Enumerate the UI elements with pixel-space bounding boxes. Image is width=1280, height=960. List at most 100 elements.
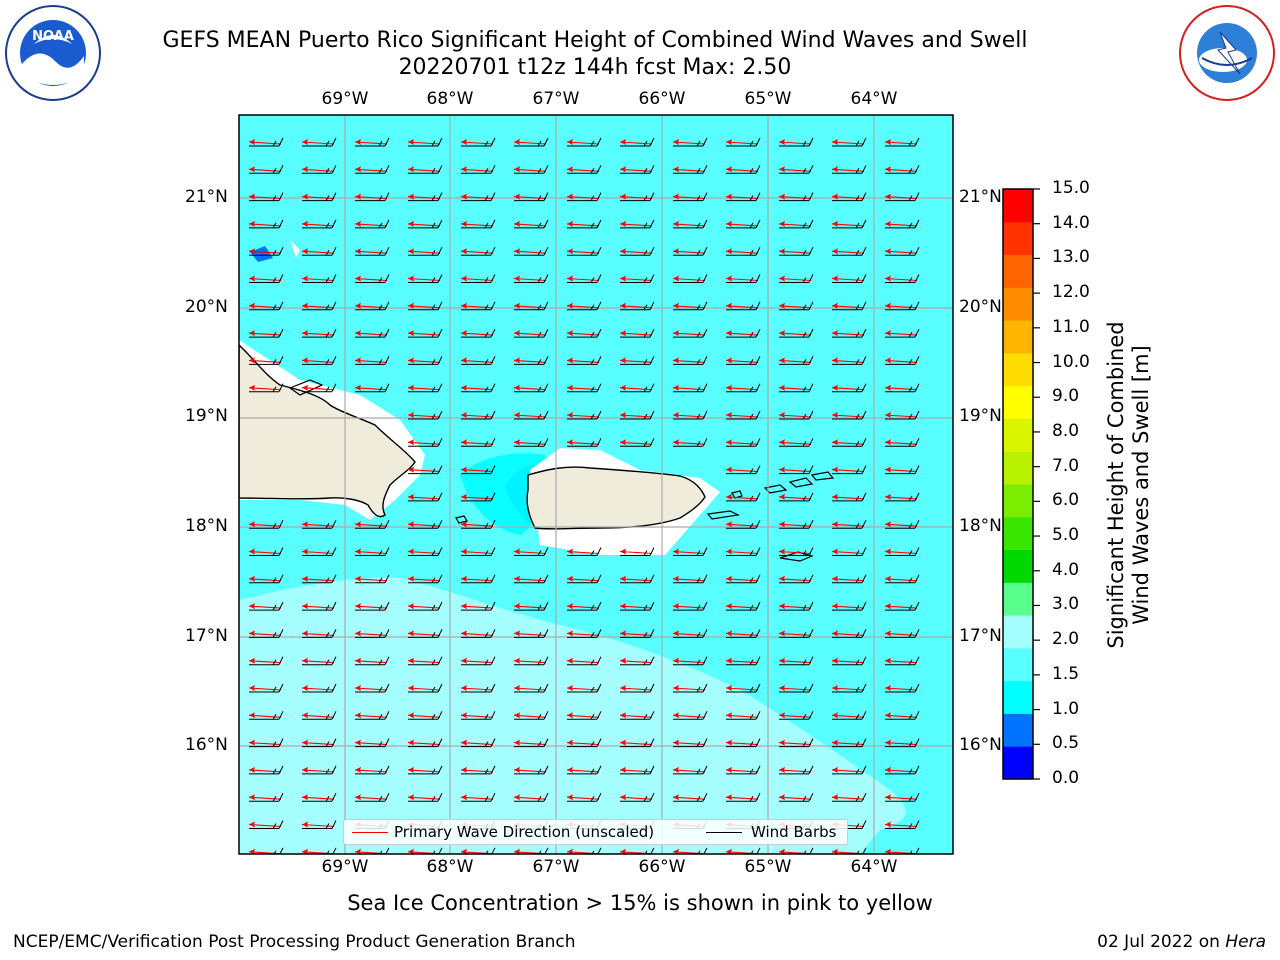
wave-arrow [566, 192, 602, 202]
wave-arrow [566, 219, 602, 229]
wave-arrow [460, 792, 496, 802]
wave-arrow [619, 192, 655, 202]
lat-label-right-16n: 16°N [959, 735, 1002, 755]
wave-arrow [301, 192, 337, 202]
wave-arrow [725, 328, 761, 338]
wave-arrow [831, 465, 867, 475]
wave-arrow [566, 356, 602, 365]
wave-arrow [619, 410, 655, 420]
wave-arrow [884, 383, 920, 393]
wave-arrow [778, 629, 814, 638]
wave-arrow [831, 356, 867, 365]
wave-arrow [884, 192, 920, 202]
wave-arrow [301, 765, 337, 775]
colorbar-tick-label: 3.0 [1052, 594, 1080, 615]
wave-arrow [460, 601, 496, 611]
wave-arrow [460, 465, 496, 475]
footer-date: 02 Jul 2022 on Hera [1097, 932, 1266, 952]
wave-arrow [407, 629, 443, 638]
wave-arrow [566, 792, 602, 802]
footer-credit: NCEP/EMC/Verification Post Processing Pr… [13, 932, 576, 952]
wave-arrow [354, 738, 390, 748]
wave-arrow [778, 328, 814, 338]
wave-arrow [407, 137, 443, 147]
footer-host: Hera [1225, 932, 1266, 952]
wave-arrow [566, 438, 602, 447]
wave-arrow [301, 820, 337, 829]
wave-arrow [460, 629, 496, 638]
sheltered-zone-nw [290, 240, 300, 258]
colorbar-segment [1003, 516, 1033, 551]
wave-arrow [407, 547, 443, 556]
wave-arrow [248, 246, 284, 256]
wave-direction-field [248, 137, 920, 854]
wave-arrow [407, 683, 443, 693]
wave-arrow [619, 574, 655, 584]
wave-arrow [301, 683, 337, 693]
wave-arrow [884, 438, 920, 447]
wave-arrow [407, 246, 443, 256]
wave-arrow [566, 274, 602, 283]
wave-arrow [884, 356, 920, 365]
wave-arrow [460, 274, 496, 283]
wave-arrow [354, 274, 390, 283]
colorbar-tick-label: 0.5 [1052, 733, 1080, 754]
wave-arrow [672, 301, 708, 311]
map-legend: Primary Wave Direction (unscaled) Wind B… [343, 819, 848, 845]
wave-arrow [513, 792, 549, 802]
wave-arrow [354, 574, 390, 584]
wave-arrow [248, 574, 284, 584]
wave-arrow [301, 792, 337, 802]
wave-arrow [407, 519, 443, 529]
nws-logo [1179, 5, 1275, 101]
legend-wave-swatch [352, 832, 388, 833]
legend-wave-label: Primary Wave Direction (unscaled) [394, 823, 655, 841]
footer-date-text: 02 Jul 2022 on [1097, 932, 1226, 952]
wave-arrow [248, 547, 284, 556]
colorbar-segment [1003, 221, 1033, 256]
colorbar-tick-label: 11.0 [1052, 316, 1090, 337]
wave-arrow [248, 738, 284, 748]
wave-arrow [566, 656, 602, 666]
wave-arrow [884, 465, 920, 475]
wave-arrow [301, 219, 337, 229]
wave-arrow [619, 274, 655, 283]
wave-arrow [725, 246, 761, 256]
wave-arrow [248, 274, 284, 283]
lon-label-bottom-66w: 66°W [638, 857, 686, 877]
wave-arrow [354, 792, 390, 802]
lon-label-bottom-65w: 65°W [744, 857, 792, 877]
colorbar-segment [1003, 254, 1033, 288]
wave-arrow [513, 765, 549, 775]
wave-arrow [407, 328, 443, 338]
wave-arrow [460, 574, 496, 584]
colorbar-segment [1003, 582, 1033, 616]
wave-arrow [566, 547, 602, 556]
wave-arrow [460, 301, 496, 311]
wave-arrow [566, 246, 602, 256]
lon-label-bottom-67w: 67°W [532, 857, 580, 877]
wave-arrow [672, 738, 708, 748]
wave-arrow [566, 328, 602, 338]
wave-arrow [248, 629, 284, 638]
colorbar-segment [1003, 746, 1033, 780]
wave-arrow [619, 711, 655, 720]
wave-arrow [460, 246, 496, 256]
wave-arrow [778, 711, 814, 720]
wave-arrow [248, 328, 284, 338]
wave-arrow [725, 765, 761, 775]
wave-arrow [884, 137, 920, 147]
lon-label-top-67w: 67°W [532, 89, 580, 109]
wave-arrow [354, 301, 390, 311]
colorbar [1002, 188, 1040, 780]
land-mona [455, 515, 468, 524]
wave-arrow [778, 356, 814, 365]
wave-arrow [672, 547, 708, 556]
wave-arrow [460, 711, 496, 720]
wave-arrow [884, 274, 920, 283]
wave-arrow [460, 410, 496, 420]
wave-arrow [831, 656, 867, 666]
wave-arrow [460, 137, 496, 147]
wave-arrow [248, 137, 284, 147]
wave-arrow [407, 192, 443, 202]
